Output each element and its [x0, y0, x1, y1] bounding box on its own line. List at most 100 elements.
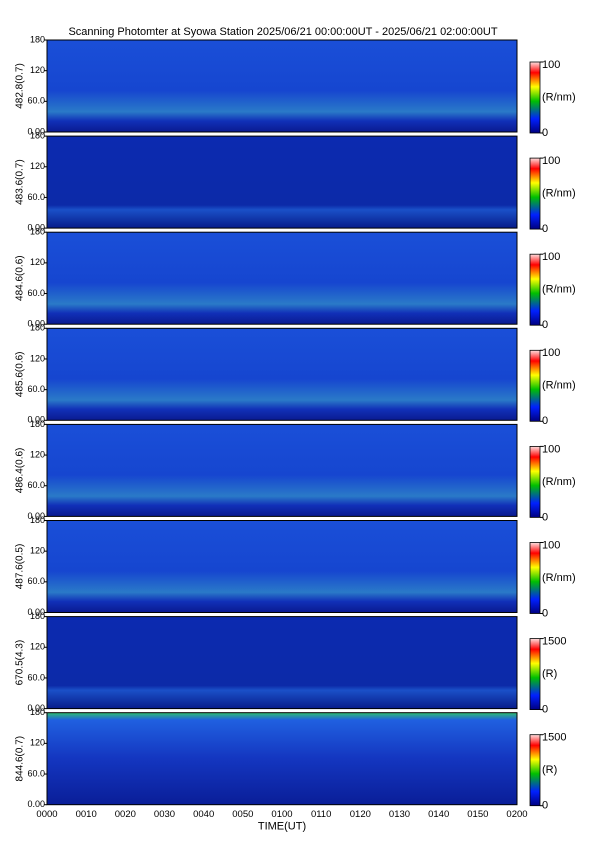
- y-tick-label: 0.00: [27, 126, 45, 136]
- colorbar-tick-label: 0: [542, 511, 548, 523]
- x-tick-label: 0200: [506, 809, 527, 820]
- heatmap: [47, 232, 517, 325]
- y-tick-label: 60.0: [27, 576, 45, 586]
- x-axis-label: TIME(UT): [258, 821, 306, 833]
- colorbar-tick-label: 100: [542, 155, 560, 167]
- x-tick-label: 0020: [115, 809, 136, 820]
- colorbar: [529, 61, 541, 134]
- colorbar-tick-label: 0: [542, 223, 548, 235]
- y-tick-label: 120: [30, 546, 45, 556]
- y-tick-label: 60.0: [27, 768, 45, 778]
- y-tick-label: 0.00: [27, 703, 45, 713]
- colorbar: [529, 638, 541, 710]
- x-tick-label: 0120: [350, 809, 371, 820]
- y-tick-label: 180: [30, 227, 45, 237]
- colorbar: [529, 253, 541, 326]
- colorbar-tick-label: 0: [542, 704, 548, 716]
- x-tick-label: 0100: [271, 809, 292, 820]
- colorbar-tick-label: 0: [542, 127, 548, 139]
- panel-frame: [46, 616, 518, 710]
- colorbar-tick-label: 1500: [542, 636, 566, 648]
- y-tick-label: 180: [30, 419, 45, 429]
- colorbar-tick-label: 100: [542, 539, 560, 551]
- colorbar: [529, 734, 541, 807]
- y-axis-label: 487.6(0.5): [15, 544, 26, 590]
- x-tick-label: 0040: [193, 809, 214, 820]
- heatmap: [47, 520, 517, 613]
- colorbar: [529, 349, 541, 422]
- y-tick-label: 180: [30, 323, 45, 333]
- colorbar-tick-label: 100: [542, 347, 560, 359]
- y-tick-label: 120: [30, 65, 45, 75]
- y-tick-label: 0.00: [27, 319, 45, 329]
- panels: 0.0060.0120180482.8(0.7)0100(R/nm)0.0060…: [15, 34, 576, 832]
- colorbar-label: (R): [542, 764, 557, 776]
- colorbar-tick-label: 0: [542, 415, 548, 427]
- y-axis-label: 482.8(0.7): [15, 63, 26, 109]
- y-tick-label: 0.00: [27, 222, 45, 232]
- y-axis-label: 483.6(0.7): [15, 159, 26, 205]
- x-tick-label: 0050: [232, 809, 253, 820]
- colorbar-tick-label: 0: [542, 607, 548, 619]
- y-tick-label: 120: [30, 449, 45, 459]
- y-tick-label: 0.00: [27, 799, 45, 809]
- x-tick-label: 0030: [154, 809, 175, 820]
- heatmap: [47, 328, 517, 421]
- colorbar-tick-label: 0: [542, 319, 548, 331]
- heatmap: [47, 424, 517, 517]
- colorbar-label: (R/nm): [542, 91, 576, 103]
- panel-frame: [46, 712, 518, 806]
- y-axis-label: 844.6(0.7): [15, 736, 26, 782]
- heatmap: [47, 136, 517, 229]
- colorbar: [529, 542, 541, 614]
- y-tick-label: 60.0: [27, 480, 45, 490]
- colorbar-tick-label: 100: [542, 59, 560, 71]
- panel-frame: [46, 423, 518, 517]
- y-tick-label: 120: [30, 642, 45, 652]
- y-tick-label: 0.00: [27, 607, 45, 617]
- colorbar-tick-label: 0: [542, 800, 548, 812]
- y-tick-label: 180: [30, 611, 45, 621]
- heatmap: [47, 712, 517, 805]
- y-tick-label: 180: [30, 515, 45, 525]
- panel-frame: [46, 135, 518, 229]
- y-axis-label: 484.6(0.6): [15, 255, 26, 301]
- panel-frame: [46, 39, 518, 133]
- y-tick-label: 180: [30, 34, 45, 44]
- y-tick-label: 60.0: [27, 288, 45, 298]
- colorbar-tick-label: 100: [542, 443, 560, 455]
- colorbar-tick-label: 1500: [542, 732, 566, 744]
- x-tick-label: 0010: [76, 809, 97, 820]
- y-tick-label: 60.0: [27, 384, 45, 394]
- x-tick-label: 0000: [36, 809, 57, 820]
- heatmap: [47, 616, 517, 709]
- y-tick-label: 120: [30, 161, 45, 171]
- panel-frame: [46, 327, 518, 421]
- colorbar-label: (R/nm): [542, 284, 576, 296]
- panel-frame: [46, 231, 518, 325]
- x-tick-label: 0110: [311, 809, 331, 820]
- x-tick-label: 0150: [467, 809, 488, 820]
- x-tick-label: 0130: [389, 809, 410, 820]
- y-axis-label: 670.5(4.3): [15, 640, 26, 686]
- heatmap: [47, 40, 517, 132]
- chart-title: Scanning Photomter at Syowa Station 2025…: [68, 26, 497, 38]
- panel-frame: [46, 520, 518, 613]
- colorbar: [529, 157, 541, 230]
- y-tick-label: 120: [30, 738, 45, 748]
- colorbar-label: (R): [542, 668, 557, 680]
- y-tick-label: 0.00: [27, 511, 45, 521]
- y-tick-label: 180: [30, 707, 45, 717]
- y-tick-label: 120: [30, 353, 45, 363]
- y-axis-label: 486.4(0.6): [15, 448, 26, 494]
- colorbar-label: (R/nm): [542, 188, 576, 200]
- y-axis-label: 485.6(0.6): [15, 352, 26, 398]
- y-tick-label: 60.0: [27, 96, 45, 106]
- y-tick-label: 120: [30, 257, 45, 267]
- colorbar-label: (R/nm): [542, 476, 576, 488]
- y-tick-label: 180: [30, 130, 45, 140]
- colorbar: [529, 445, 541, 518]
- colorbar-label: (R/nm): [542, 380, 576, 392]
- colorbar-tick-label: 100: [542, 251, 560, 263]
